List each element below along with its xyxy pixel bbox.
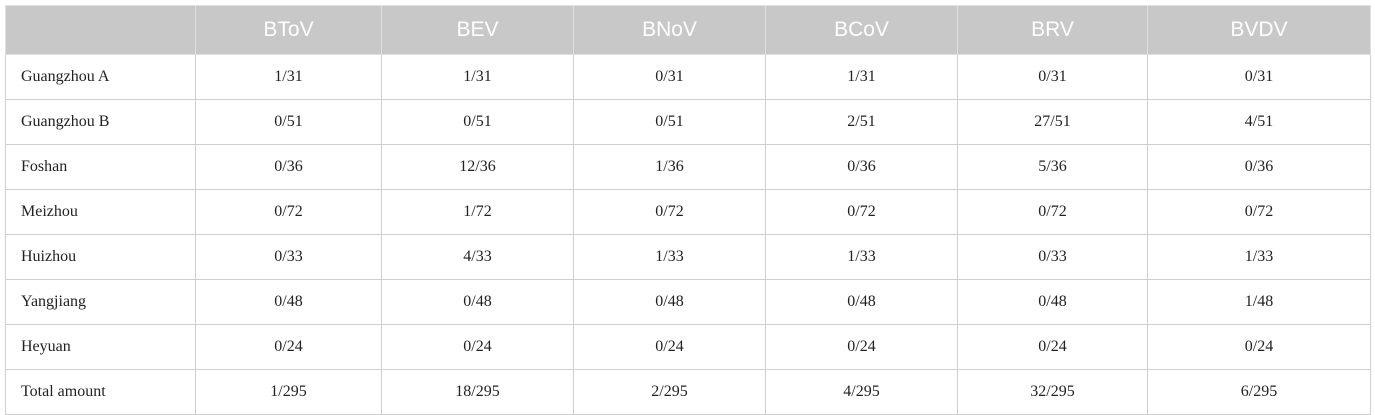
table-cell: 0/31 bbox=[957, 54, 1148, 100]
table-cell: 0/33 bbox=[195, 234, 382, 280]
table-cell: 0/72 bbox=[1147, 189, 1371, 235]
table-row: Guangzhou A 1/31 1/31 0/31 1/31 0/31 0/31 bbox=[5, 54, 1371, 100]
table-cell: 0/51 bbox=[195, 99, 382, 145]
table-cell: 1/48 bbox=[1147, 279, 1371, 325]
row-label: Meizhou bbox=[5, 189, 196, 235]
table-cell: 27/51 bbox=[957, 99, 1148, 145]
column-header: BToV bbox=[195, 5, 382, 55]
table-cell: 1/36 bbox=[573, 144, 766, 190]
table-header: BToV BEV BNoV BCoV BRV BVDV bbox=[5, 5, 1371, 55]
page: BToV BEV BNoV BCoV BRV BVDV Guangzhou A 1/31 1/… bbox=[5, 5, 1371, 415]
table-cell: 1/31 bbox=[381, 54, 574, 100]
table-row: Yangjiang 0/48 0/48 0/48 0/48 0/48 1/48 bbox=[5, 279, 1371, 325]
table-cell: 0/24 bbox=[381, 324, 574, 370]
table-cell: 0/36 bbox=[765, 144, 958, 190]
table-cell: 0/24 bbox=[957, 324, 1148, 370]
table-cell: 12/36 bbox=[381, 144, 574, 190]
table-body: Guangzhou A 1/31 1/31 0/31 1/31 0/31 0/31 Guang… bbox=[5, 54, 1371, 415]
column-header: BCoV bbox=[765, 5, 958, 55]
header-row: BToV BEV BNoV BCoV BRV BVDV bbox=[5, 5, 1371, 55]
table-cell: 0/72 bbox=[573, 189, 766, 235]
table-cell: 0/51 bbox=[573, 99, 766, 145]
row-label: Huizhou bbox=[5, 234, 196, 280]
column-header: BNoV bbox=[573, 5, 766, 55]
table-cell: 0/31 bbox=[573, 54, 766, 100]
table-cell: 1/31 bbox=[765, 54, 958, 100]
table-cell: 0/24 bbox=[573, 324, 766, 370]
corner-cell bbox=[5, 5, 196, 55]
table-row: Meizhou 0/72 1/72 0/72 0/72 0/72 0/72 bbox=[5, 189, 1371, 235]
row-label: Total amount bbox=[5, 369, 196, 415]
column-header: BRV bbox=[957, 5, 1148, 55]
table-row: Guangzhou B 0/51 0/51 0/51 2/51 27/51 4/51 bbox=[5, 99, 1371, 145]
table-cell: 1/33 bbox=[765, 234, 958, 280]
row-label: Yangjiang bbox=[5, 279, 196, 325]
table-cell: 4/51 bbox=[1147, 99, 1371, 145]
table-cell: 6/295 bbox=[1147, 369, 1371, 415]
row-label: Foshan bbox=[5, 144, 196, 190]
table-cell: 0/48 bbox=[381, 279, 574, 325]
row-label: Guangzhou A bbox=[5, 54, 196, 100]
table-cell: 0/48 bbox=[195, 279, 382, 325]
table-cell: 0/24 bbox=[1147, 324, 1371, 370]
column-header: BEV bbox=[381, 5, 574, 55]
table-cell: 0/51 bbox=[381, 99, 574, 145]
table-cell: 0/72 bbox=[195, 189, 382, 235]
table-cell: 2/295 bbox=[573, 369, 766, 415]
table-cell: 0/36 bbox=[195, 144, 382, 190]
table-cell: 0/31 bbox=[1147, 54, 1371, 100]
table-cell: 0/48 bbox=[957, 279, 1148, 325]
table-cell: 18/295 bbox=[381, 369, 574, 415]
table-cell: 32/295 bbox=[957, 369, 1148, 415]
table-cell: 4/33 bbox=[381, 234, 574, 280]
table-cell: 0/72 bbox=[765, 189, 958, 235]
table-cell: 2/51 bbox=[765, 99, 958, 145]
table-cell: 0/48 bbox=[765, 279, 958, 325]
column-header: BVDV bbox=[1147, 5, 1371, 55]
table-cell: 1/31 bbox=[195, 54, 382, 100]
table-cell: 1/33 bbox=[573, 234, 766, 280]
table-cell: 5/36 bbox=[957, 144, 1148, 190]
table-row: Foshan 0/36 12/36 1/36 0/36 5/36 0/36 bbox=[5, 144, 1371, 190]
table-cell: 0/24 bbox=[765, 324, 958, 370]
table-cell: 0/33 bbox=[957, 234, 1148, 280]
table-cell: 0/24 bbox=[195, 324, 382, 370]
table-cell: 0/36 bbox=[1147, 144, 1371, 190]
table-row: Heyuan 0/24 0/24 0/24 0/24 0/24 0/24 bbox=[5, 324, 1371, 370]
table-cell: 1/72 bbox=[381, 189, 574, 235]
data-table: BToV BEV BNoV BCoV BRV BVDV Guangzhou A 1/31 1/… bbox=[5, 5, 1371, 415]
table-row: Huizhou 0/33 4/33 1/33 1/33 0/33 1/33 bbox=[5, 234, 1371, 280]
table-cell: 1/295 bbox=[195, 369, 382, 415]
table-row: Total amount 1/295 18/295 2/295 4/295 32/295 6… bbox=[5, 369, 1371, 415]
table-cell: 0/72 bbox=[957, 189, 1148, 235]
table-cell: 1/33 bbox=[1147, 234, 1371, 280]
row-label: Heyuan bbox=[5, 324, 196, 370]
table-cell: 4/295 bbox=[765, 369, 958, 415]
row-label: Guangzhou B bbox=[5, 99, 196, 145]
table-cell: 0/48 bbox=[573, 279, 766, 325]
